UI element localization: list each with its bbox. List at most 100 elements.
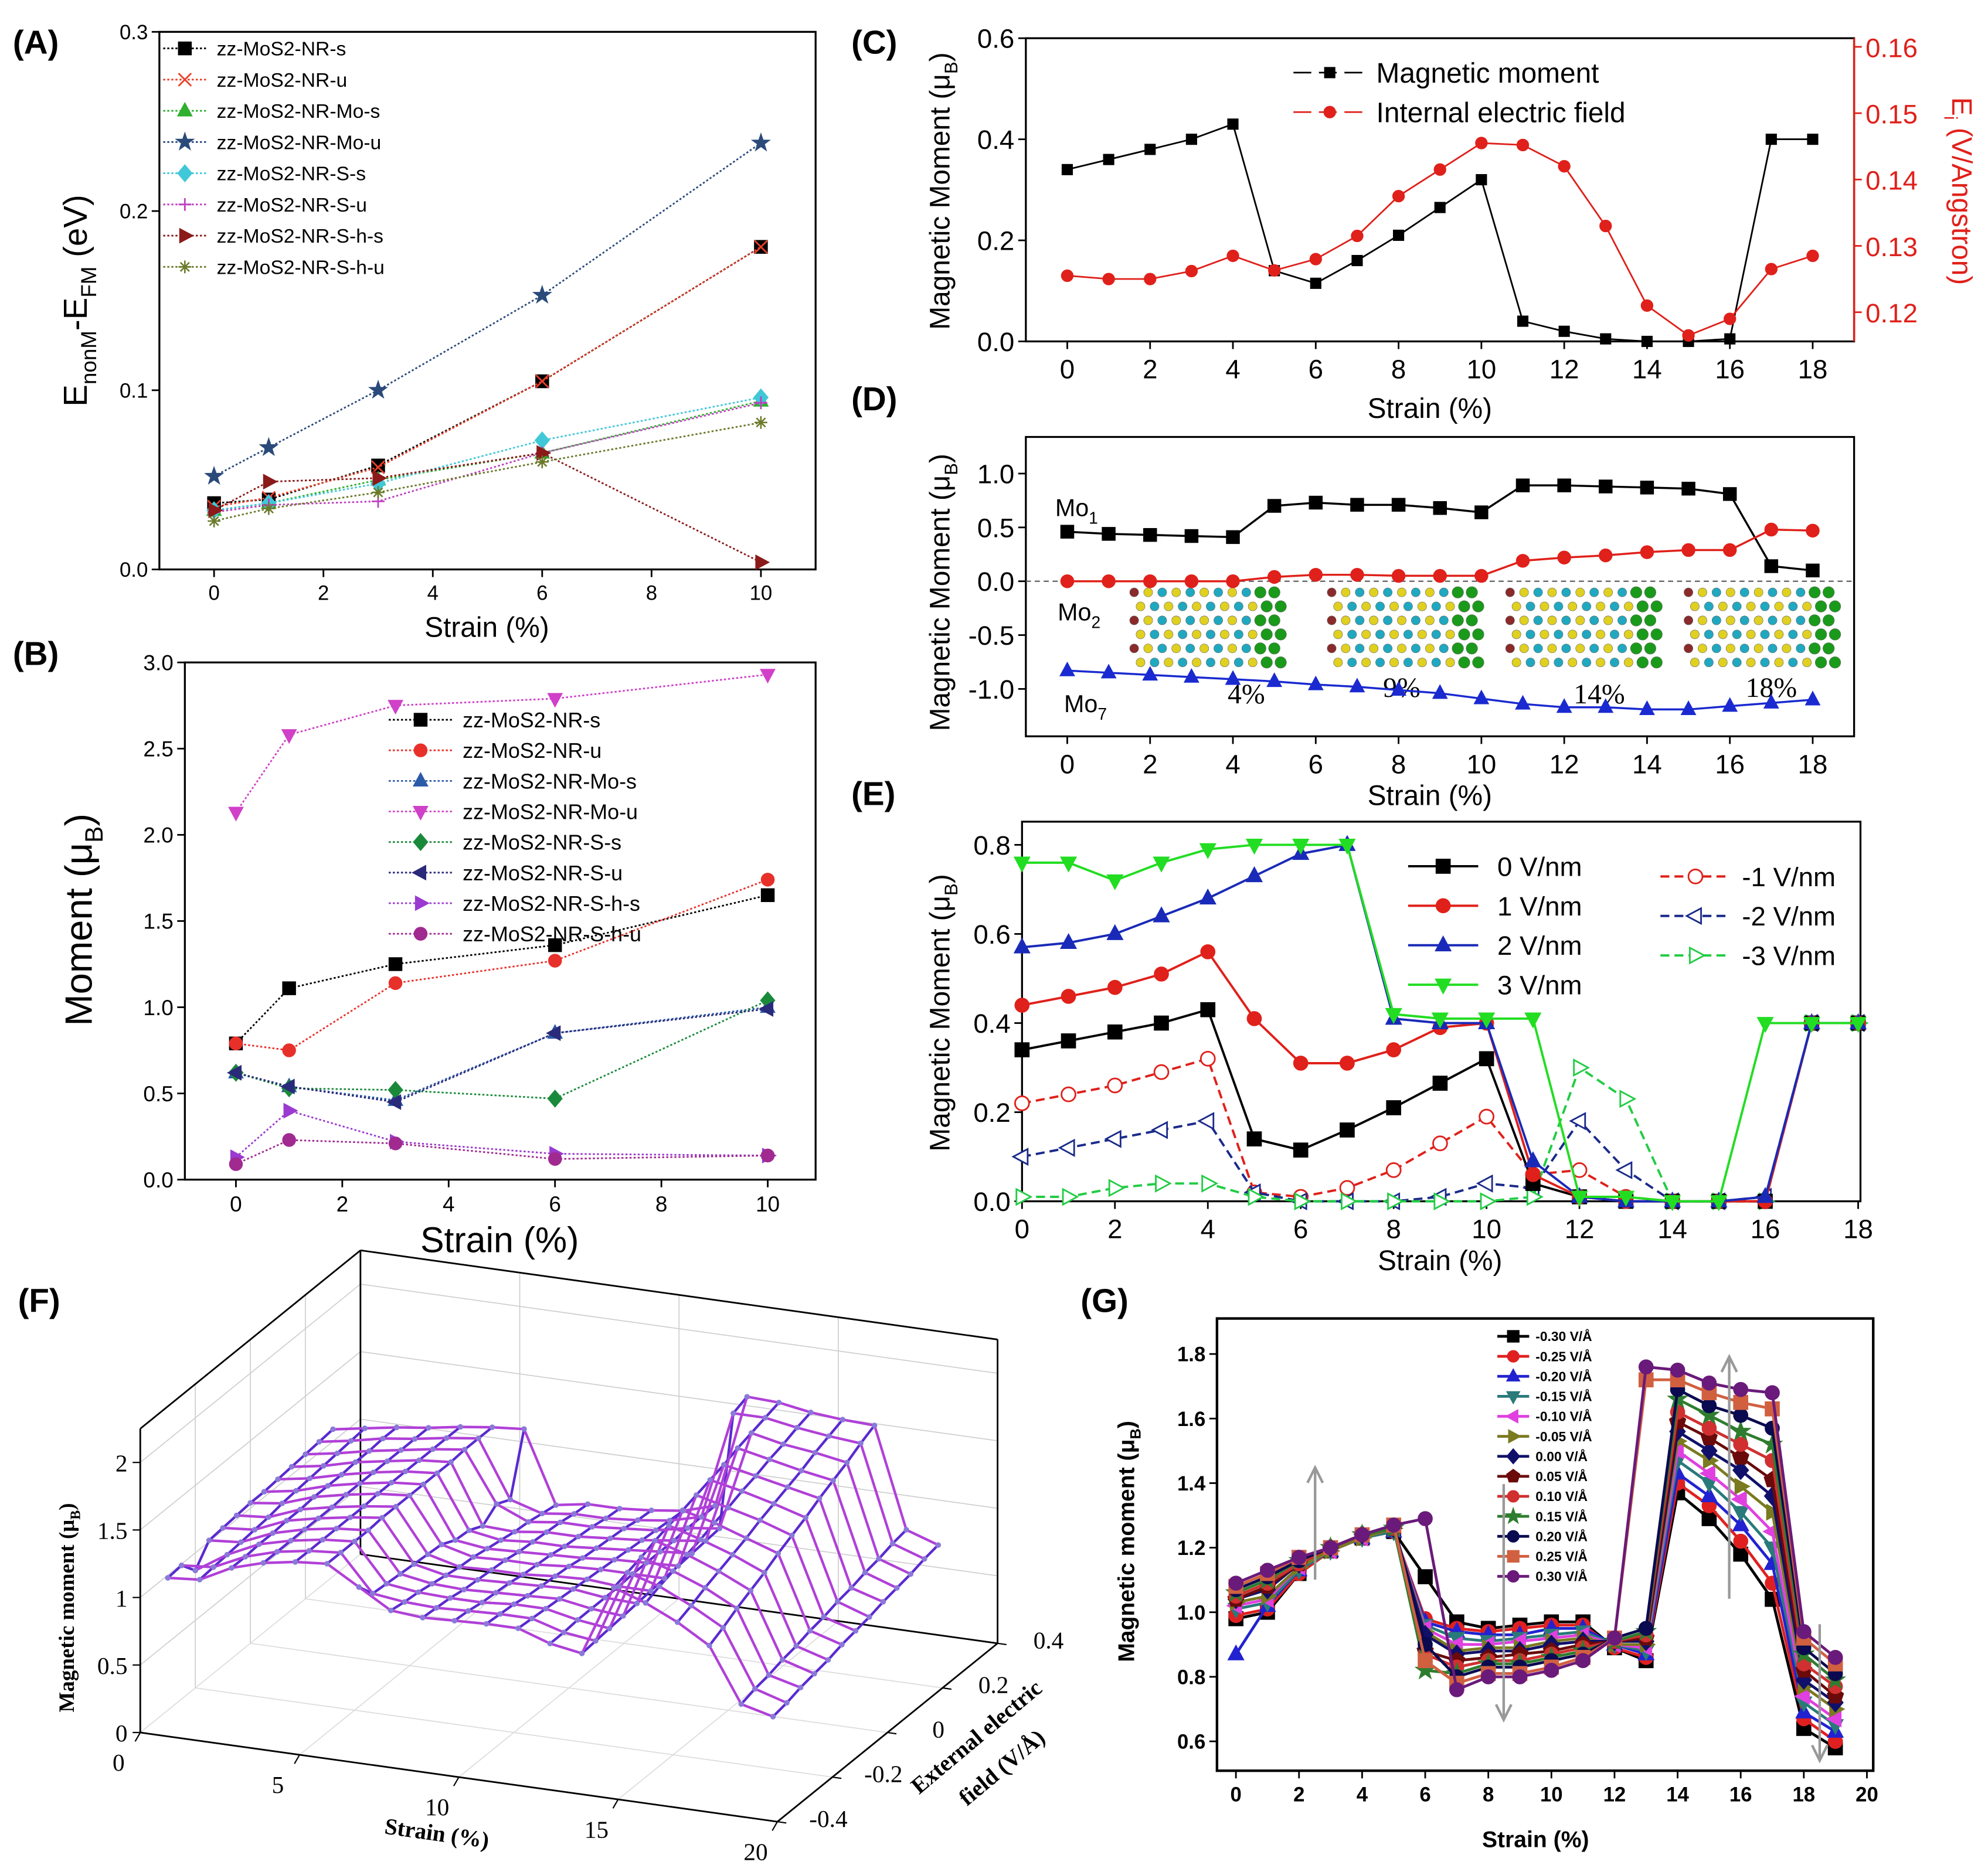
legend-entry: 0.30 V/Å [1497, 1569, 1588, 1584]
legend-label: -0.30 V/Å [1535, 1329, 1592, 1344]
y-tick [832, 1776, 842, 1779]
data-point [1680, 700, 1697, 715]
data-point [698, 1536, 704, 1543]
y-tick-label: 0.6 [973, 920, 1010, 949]
legend-entry: zz-MoS2-NR-S-s [389, 831, 621, 855]
atom [1333, 629, 1343, 639]
atom [1760, 658, 1770, 668]
atom [1397, 644, 1406, 654]
atom [1711, 587, 1721, 597]
data-point [1107, 979, 1123, 995]
data-point [426, 1425, 431, 1431]
data-point [388, 1136, 403, 1151]
atom [1260, 656, 1273, 669]
data-point [1310, 277, 1321, 289]
series-line [214, 246, 762, 504]
plot-frame [158, 30, 817, 571]
y-tick-label: 3.0 [143, 651, 173, 675]
data-point [702, 1585, 708, 1591]
data-point [680, 1507, 687, 1514]
data-point [1698, 1404, 1720, 1425]
atom [1275, 600, 1287, 612]
data-point [338, 1550, 344, 1556]
x-tick-label: 16 [1729, 1784, 1752, 1806]
atom [1431, 629, 1441, 639]
atom [1519, 615, 1529, 625]
panel-label-f: (F) [18, 1282, 60, 1319]
data-point [747, 1587, 754, 1594]
data-point [1102, 527, 1116, 541]
atom [1809, 586, 1821, 598]
data-point [315, 1515, 321, 1522]
data-point [1260, 1563, 1275, 1578]
data-point [589, 1524, 595, 1530]
data-point [1435, 935, 1452, 952]
x-axis-label: Strain (%) [1378, 1245, 1502, 1277]
atom [1439, 615, 1449, 625]
atom [1466, 586, 1478, 598]
atom [1746, 601, 1756, 611]
subscript: B [1128, 1428, 1144, 1439]
data-point [311, 1494, 317, 1500]
atom [1554, 629, 1564, 639]
x-axis-label: Strain (%) [1482, 1827, 1589, 1853]
data-point [1058, 1138, 1075, 1157]
data-point [1524, 1151, 1542, 1168]
data-point [452, 1537, 458, 1543]
y-tick-label: 1.5 [143, 910, 173, 934]
data-point [1387, 1192, 1405, 1210]
data-point [1701, 1511, 1717, 1526]
label-part: ) [1114, 1421, 1140, 1428]
atom [1533, 644, 1543, 654]
data-point [515, 1625, 521, 1631]
legend-entry: -0.25 V/Å [1497, 1349, 1592, 1364]
data-point [178, 41, 192, 56]
x-axis-label: Strain (%) [424, 612, 549, 644]
x-tick-label: 14 [1657, 1214, 1687, 1244]
data-point [372, 486, 385, 499]
data-point [744, 1394, 750, 1400]
x-tick-label: 6 [1419, 1784, 1430, 1806]
series-line [236, 1006, 768, 1101]
label-part: Mo [1055, 494, 1089, 521]
data-point [398, 1447, 404, 1453]
atom [1425, 587, 1435, 597]
atom [1355, 587, 1365, 597]
atom [1589, 587, 1599, 597]
data-point [279, 1500, 286, 1506]
x-tick-label: 6 [1309, 749, 1323, 779]
atom [1389, 629, 1399, 639]
y-tick-label: 0.4 [1034, 1627, 1064, 1654]
y-tick-label: 0.5 [977, 513, 1014, 543]
atom [1547, 587, 1557, 597]
data-point [1059, 932, 1078, 949]
atom [1561, 587, 1571, 597]
data-point [480, 1523, 486, 1529]
data-point [262, 502, 276, 515]
atom [1458, 628, 1470, 641]
data-point [1806, 249, 1819, 263]
data-point [793, 1643, 799, 1649]
data-point [1323, 1540, 1338, 1556]
data-point [922, 1556, 927, 1562]
data-point [1267, 499, 1282, 513]
data-point [1200, 944, 1216, 959]
data-point [507, 1580, 512, 1586]
data-point [1682, 329, 1695, 342]
data-point [320, 1537, 326, 1543]
data-point [634, 1600, 640, 1607]
data-point [283, 1102, 298, 1119]
atom [1829, 656, 1841, 669]
data-point [1474, 569, 1489, 583]
data-point [556, 1596, 563, 1602]
series-Internal-electric-field [1061, 137, 1819, 342]
data-point [529, 1539, 536, 1545]
atom [1369, 644, 1379, 654]
data-point [1617, 1190, 1635, 1207]
y-axis-label: Magnetic moment (μB) [1114, 1421, 1144, 1662]
atom [1327, 587, 1337, 597]
x-tick-label: 8 [1386, 1214, 1401, 1244]
atom [1397, 587, 1406, 597]
atom [1711, 615, 1721, 625]
data-point [803, 1515, 809, 1521]
